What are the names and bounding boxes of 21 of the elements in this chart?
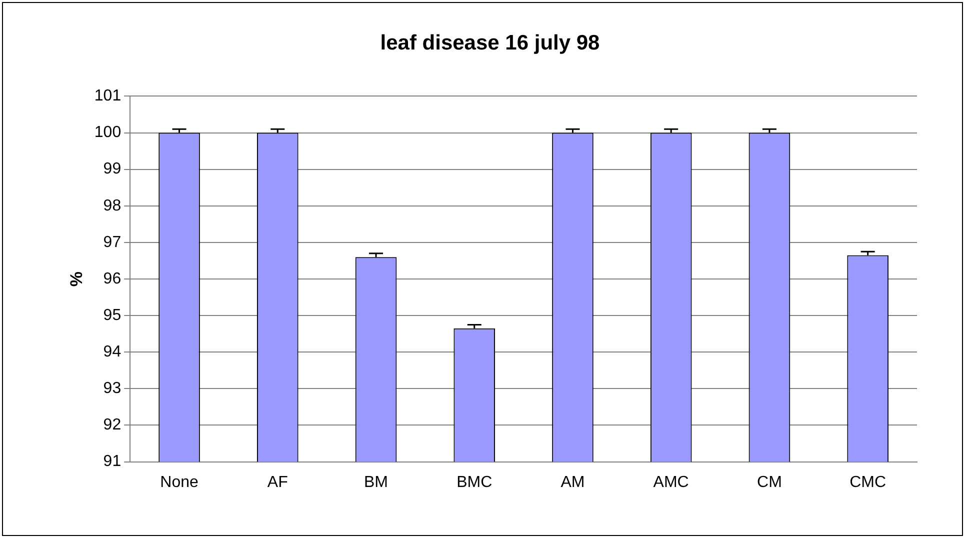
y-tick-label: 99	[103, 160, 122, 178]
y-tick-label: 97	[103, 234, 122, 251]
x-tick-label: CM	[757, 474, 782, 491]
y-tick-label: 96	[103, 270, 122, 288]
y-tick-label: 92	[103, 416, 122, 434]
y-tick-label: 101	[94, 88, 122, 105]
x-tick-label: BMC	[456, 474, 492, 491]
chart-title: leaf disease 16 july 98	[380, 31, 600, 54]
x-tick-label: AMC	[653, 474, 689, 491]
x-tick-label: AF	[267, 474, 288, 491]
y-tick-label: 94	[103, 344, 122, 361]
y-tick-label: 95	[103, 306, 122, 324]
y-tick-label: 98	[103, 197, 122, 214]
y-tick-label: 93	[103, 380, 122, 398]
x-tick-label: BM	[364, 474, 388, 491]
x-tick-label: AM	[560, 474, 585, 491]
y-axis-title: %	[66, 271, 86, 287]
x-tick-label: CMC	[850, 474, 886, 491]
x-tick-label: None	[160, 474, 199, 491]
y-tick-label: 100	[94, 124, 122, 142]
y-tick-label: 91	[103, 453, 122, 470]
